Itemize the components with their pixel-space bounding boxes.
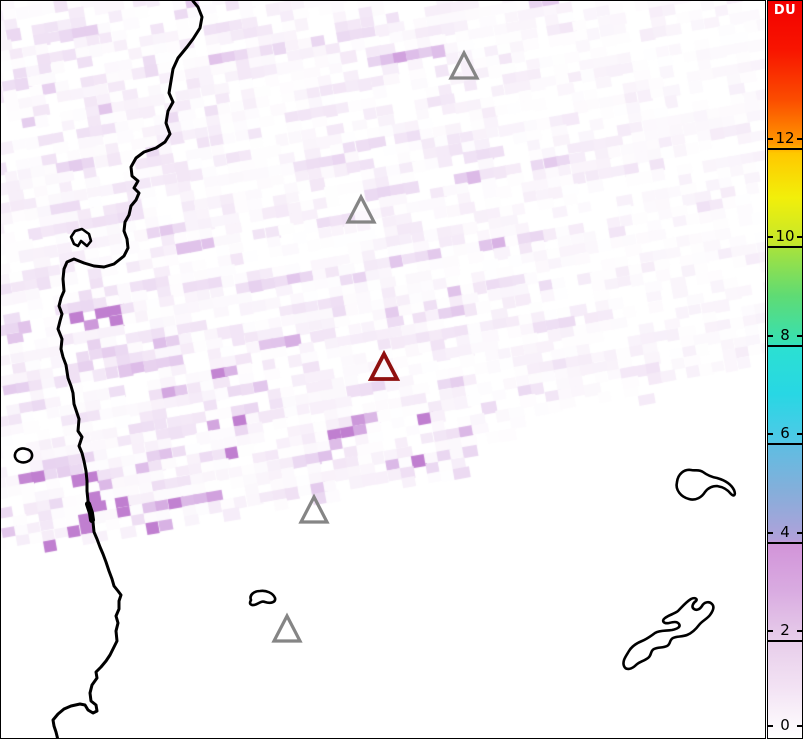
colorbar-tick-dash bbox=[797, 138, 802, 140]
colorbar: DU 0 2 4 6 8 10 12 bbox=[767, 0, 803, 739]
colorbar-tick-dash bbox=[797, 630, 802, 632]
colorbar-tick-dash bbox=[797, 433, 802, 435]
map-area bbox=[0, 0, 766, 739]
colorbar-tick-dash bbox=[768, 138, 773, 140]
satellite-swath-heatmap bbox=[1, 1, 765, 738]
colorbar-tick-dash bbox=[797, 532, 802, 534]
volcano-marker-active bbox=[367, 349, 401, 381]
colorbar-tick-label: 4 bbox=[780, 523, 790, 541]
volcano-marker bbox=[345, 193, 377, 224]
colorbar-tick-label: 2 bbox=[780, 621, 790, 639]
volcano-marker bbox=[298, 493, 330, 524]
colorbar-tick-line bbox=[768, 640, 802, 642]
island-outline-3 bbox=[248, 589, 277, 607]
map-overlay bbox=[13, 1, 737, 738]
coastline-thick-segment bbox=[85, 501, 95, 523]
colorbar-tick-dash bbox=[768, 532, 773, 534]
island-outline-4 bbox=[675, 468, 737, 501]
colorbar-tick-dash bbox=[768, 630, 773, 632]
colorbar-tick-dash bbox=[768, 335, 773, 337]
colorbar-tick-dash bbox=[768, 725, 773, 727]
coastline-group bbox=[13, 1, 737, 738]
colorbar-tick-line bbox=[768, 542, 802, 544]
colorbar-tick-dash bbox=[797, 236, 802, 238]
coastline-path bbox=[51, 1, 204, 738]
colorbar-tick-dash bbox=[797, 725, 802, 727]
colorbar-tick-label: 10 bbox=[775, 227, 795, 245]
island-outline-5 bbox=[622, 596, 715, 671]
colorbar-tick-line bbox=[768, 443, 802, 445]
colorbar-tick-label: 12 bbox=[775, 129, 795, 147]
volcano-marker bbox=[271, 612, 303, 643]
colorbar-tick-dash bbox=[768, 236, 773, 238]
island-outline-1 bbox=[69, 227, 93, 248]
colorbar-tick-label: 8 bbox=[780, 326, 790, 344]
colorbar-tick-label: 0 bbox=[780, 716, 790, 734]
colorbar-tick-line bbox=[768, 148, 802, 150]
colorbar-tick-line bbox=[768, 345, 802, 347]
colorbar-tick-line bbox=[768, 246, 802, 248]
volcano-marker bbox=[448, 49, 480, 80]
colorbar-units-label: DU bbox=[773, 3, 797, 18]
island-outline-2 bbox=[13, 447, 34, 464]
colorbar-tick-dash bbox=[797, 335, 802, 337]
volcano-markers-group bbox=[271, 49, 480, 643]
colorbar-tick-dash bbox=[768, 433, 773, 435]
colorbar-tick-label: 6 bbox=[780, 424, 790, 442]
